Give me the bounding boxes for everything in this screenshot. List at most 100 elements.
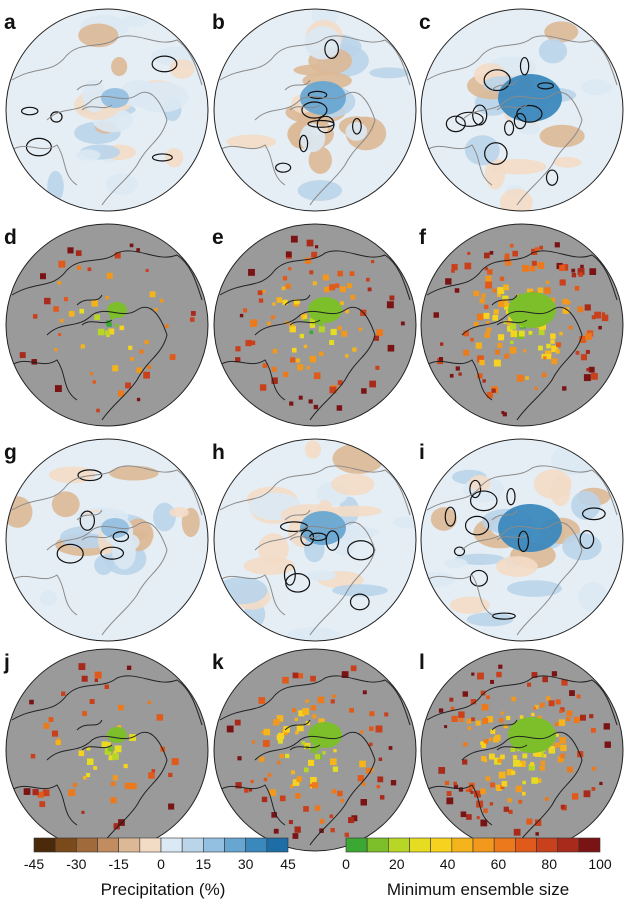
ensemble-cell (580, 714, 586, 721)
ensemble-cell (560, 804, 565, 809)
significance-contour (483, 69, 511, 92)
ensemble-cell (304, 257, 312, 264)
ensemble-cell (78, 750, 85, 757)
anomaly-region (258, 533, 289, 565)
map-border (213, 438, 417, 642)
anomaly-region (51, 491, 80, 518)
ensemble-cell (319, 818, 325, 824)
ensemble-cell (258, 697, 266, 704)
ensemble-cell (310, 705, 317, 711)
significance-contour (469, 479, 482, 499)
coastline (46, 307, 168, 421)
map-field (426, 21, 618, 211)
significance-contour (453, 546, 466, 557)
ensemble-cell (481, 703, 489, 711)
ensemble-cell (154, 307, 158, 312)
ensemble-cell (147, 700, 151, 705)
significance-contour (301, 101, 328, 119)
anomaly-region (430, 507, 457, 531)
ensemble-cell (331, 789, 337, 794)
significance-contour (112, 531, 130, 543)
ensemble-cell (272, 302, 276, 306)
ensemble-cell (130, 782, 137, 790)
map-field (219, 235, 411, 421)
ensemble-cell (467, 726, 472, 731)
ensemble-cell (248, 268, 255, 276)
anomaly-region (121, 15, 148, 27)
ensemble-cell (504, 353, 510, 359)
ensemble-cell (473, 321, 479, 327)
ensemble-cell (125, 382, 131, 389)
colorbar-tick-label: 100 (588, 856, 612, 872)
ensemble-cell (290, 784, 294, 788)
ensemble-cell (598, 325, 602, 330)
ensemble-cell (75, 250, 82, 256)
ensemble-cell (571, 268, 576, 273)
ensemble-cell (322, 274, 329, 281)
ensemble-cell (482, 379, 486, 383)
ensemble-cell (459, 717, 464, 722)
colorbar-cell (266, 837, 289, 853)
ensemble-cell (488, 753, 495, 760)
ensemble-cell (57, 738, 61, 742)
ensemble-cell (330, 699, 335, 704)
ensemble-cell (537, 715, 542, 721)
ensemble-cell (559, 264, 566, 272)
ensemble-cell (463, 742, 468, 747)
ensemble-cell (567, 766, 573, 773)
ensemble-cell (54, 385, 62, 393)
ensemble-cell (234, 719, 241, 726)
ensemble-cell (292, 779, 300, 786)
anomaly-region (489, 159, 547, 175)
significance-contour (517, 530, 529, 553)
ensemble-cell (311, 782, 319, 789)
ensemble-cell (283, 726, 290, 733)
colorbar-cell (515, 837, 537, 853)
ensemble-cell (522, 753, 528, 759)
anomaly-region (308, 146, 332, 174)
ensemble-cell (475, 342, 482, 349)
ensemble-cell (262, 740, 270, 747)
map-border (5, 8, 209, 212)
ensemble-cell (538, 345, 543, 351)
colorbar-tick-label: -15 (109, 856, 129, 872)
ensemble-cell (551, 358, 558, 365)
map-field (11, 14, 208, 206)
ensemble-cell (473, 790, 481, 798)
coastline (76, 509, 113, 541)
ensemble-cell (169, 354, 176, 360)
ensemble-cell (531, 712, 535, 717)
ensemble-cell (290, 235, 298, 243)
significance-contour (151, 153, 173, 162)
ensemble-cell (267, 321, 271, 326)
ensemble-cell (480, 741, 484, 746)
ensemble-colorbar: 0 20 40 60 80 100 Minimum ensemble size (342, 837, 612, 899)
ensemble-cell (516, 374, 524, 382)
ensemble-cell (292, 672, 299, 679)
ensemble-cell (373, 335, 379, 341)
ensemble-cell (262, 363, 268, 368)
ensemble-cell (486, 327, 492, 333)
ensemble-cell (534, 386, 538, 391)
ensemble-cell (81, 675, 88, 682)
anomaly-region (75, 149, 101, 161)
ensemble-cell (601, 312, 606, 316)
ensemble-colorbar-cells (345, 837, 601, 853)
ensemble-cell (584, 304, 591, 311)
anomaly-region (581, 79, 613, 96)
significance-contour (325, 530, 340, 551)
ensemble-cell (345, 354, 349, 358)
coastline (491, 79, 528, 111)
anomaly-region (304, 26, 341, 60)
ensemble-cell (571, 272, 577, 278)
ensemble-cell (250, 340, 256, 346)
ensemble-cell (551, 671, 558, 677)
ensemble-cell (290, 357, 296, 363)
ensemble-cell (375, 725, 383, 733)
map-border (213, 223, 417, 427)
ensemble-cell (82, 775, 87, 780)
colorbar-tick-label: 60 (491, 856, 507, 872)
ensemble-cell (496, 671, 502, 678)
ensemble-cell (519, 760, 526, 767)
significance-contour (283, 564, 296, 586)
